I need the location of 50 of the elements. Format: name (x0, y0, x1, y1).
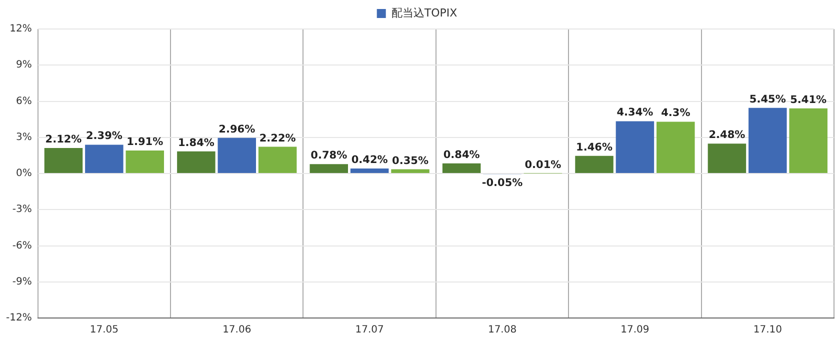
text: 4.3% (661, 107, 690, 120)
text: 1.84% (178, 136, 214, 149)
text: 5.45% (749, 93, 786, 106)
text: 2.39% (86, 130, 122, 142)
bar (616, 121, 654, 173)
bar (258, 146, 297, 173)
x-tick-label: 17.10 (753, 324, 782, 336)
y-tick-label: -9% (12, 276, 32, 288)
text: 2.96% (218, 123, 256, 136)
bar (44, 148, 83, 173)
x-tick-label: 17.05 (90, 324, 118, 336)
y-tick-label: 12% (10, 24, 32, 35)
y-tick-label: -12% (6, 312, 32, 324)
bar (218, 138, 256, 173)
bar (656, 122, 695, 173)
text: 1.91% (126, 136, 164, 148)
bar (708, 144, 746, 173)
bar (310, 164, 348, 173)
text: 2.22% (259, 132, 296, 144)
bar (748, 108, 787, 173)
y-tick-label: -3% (12, 204, 32, 216)
bar (391, 169, 430, 173)
y-tick-label: 0% (16, 168, 32, 180)
text: -0.05% (482, 177, 523, 190)
bar (442, 163, 481, 173)
x-tick-label: 17.08 (488, 324, 517, 336)
y-tick-label: 6% (16, 96, 32, 107)
text: 2.12% (45, 133, 82, 146)
y-tick-label: -6% (12, 240, 32, 252)
text: 0.01% (524, 158, 562, 171)
bar (177, 151, 216, 173)
text: 0.42% (351, 154, 388, 166)
text: 2.48% (708, 129, 746, 142)
bar (126, 150, 164, 173)
x-tick-label: 17.06 (222, 324, 252, 336)
x-tick-label: 17.09 (620, 324, 650, 336)
y-tick-label: 3% (16, 132, 32, 143)
x-tick-label: 17.07 (355, 324, 384, 336)
text: 0.35% (392, 154, 428, 167)
bar (575, 156, 614, 173)
text: 5.41% (790, 94, 827, 106)
text: 1.46% (576, 141, 612, 154)
bar (789, 108, 828, 173)
y-tick-label: 9% (16, 60, 32, 71)
bar (350, 168, 389, 173)
text: 4.34% (616, 106, 654, 119)
text: 0.78% (310, 150, 348, 162)
legend-label: 配当込TOPIX (391, 6, 458, 20)
text: 0.84% (443, 148, 480, 161)
bar (85, 144, 124, 173)
